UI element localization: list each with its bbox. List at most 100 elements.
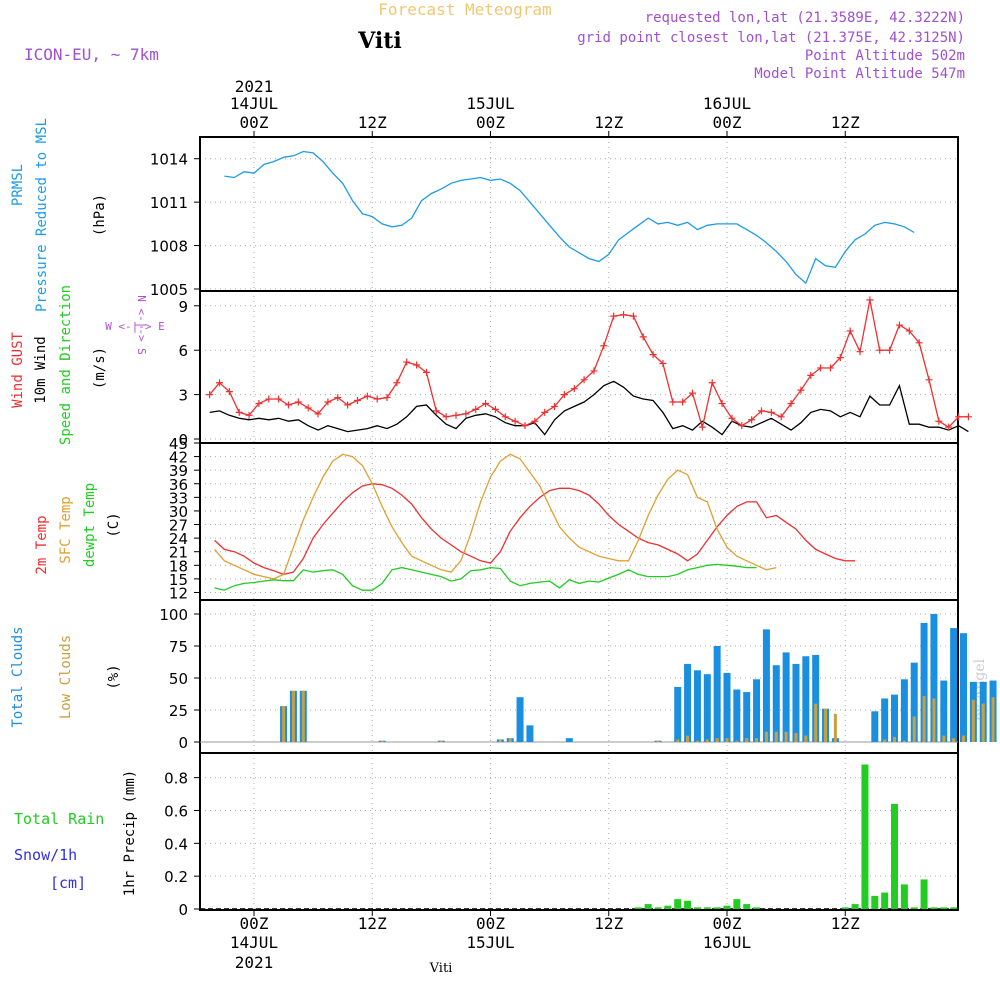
- gust-marker: [955, 413, 963, 421]
- panel-precip: 0 0.2 0.4 0.6 0.8: [164, 752, 959, 919]
- y-tick-label: 0: [178, 901, 188, 919]
- gust-marker: [570, 385, 578, 393]
- gust-marker: [531, 417, 539, 425]
- total-cloud-bar: [723, 672, 731, 742]
- low-cloud-bar: [942, 735, 946, 742]
- y-tick-label: 1005: [150, 281, 188, 299]
- gust-marker: [856, 348, 864, 356]
- footer-place: Viti: [429, 961, 453, 976]
- rain-bar: [871, 895, 879, 909]
- gust-line: [209, 299, 969, 429]
- rain-bar: [940, 907, 948, 909]
- total-cloud-bar: [930, 614, 938, 742]
- time-label-bottom: 16JUL: [703, 933, 751, 952]
- gust-marker: [679, 398, 687, 406]
- gust-marker: [935, 417, 943, 425]
- time-label-top: 00Z: [713, 113, 742, 132]
- gust-marker: [452, 411, 460, 419]
- wind10-line: [209, 380, 969, 436]
- gust-marker: [846, 327, 854, 335]
- low-cloud-bar: [952, 738, 956, 742]
- time-label-top: 12Z: [358, 113, 387, 132]
- gust-marker: [600, 342, 608, 350]
- low-cloud-bar: [784, 731, 788, 742]
- time-label-top: 16JUL: [703, 94, 751, 113]
- y-tick-label: 30: [169, 503, 188, 521]
- low-cloud-bar: [745, 738, 749, 742]
- low-cloud-bar: [301, 690, 305, 742]
- low-cloud-bar: [764, 731, 768, 742]
- total-cloud-bar: [772, 665, 780, 742]
- low-cloud-bar: [676, 739, 680, 742]
- gust-marker: [817, 364, 825, 372]
- rain-bar: [743, 904, 751, 909]
- total-cloud-bar: [703, 674, 711, 742]
- y-tick-label: 0.8: [164, 770, 188, 788]
- gust-marker: [482, 399, 490, 407]
- place-name: Viti: [357, 28, 402, 54]
- time-label-top: 12Z: [831, 113, 860, 132]
- gust-marker: [728, 414, 736, 422]
- y-tick-label: 42: [169, 449, 188, 467]
- y-tick-label: 25: [169, 702, 188, 720]
- gust-marker: [551, 402, 559, 410]
- gust-marker: [620, 311, 628, 319]
- y-tick-label: 3: [178, 387, 188, 405]
- gust-marker: [915, 339, 923, 347]
- sfc-label: SFC Temp: [58, 496, 74, 563]
- rain-bar: [950, 907, 958, 909]
- time-label-bottom: 14JUL: [230, 933, 278, 952]
- time-label-bottom: 12Z: [831, 914, 860, 933]
- gust-marker: [363, 392, 371, 400]
- low-cloud-bar: [981, 703, 985, 742]
- gust-marker: [413, 361, 421, 369]
- rain-bar: [881, 892, 889, 909]
- low-cloud-bar: [794, 733, 798, 742]
- gust-marker: [235, 408, 243, 416]
- y-tick-label: 6: [178, 342, 188, 360]
- low-clouds-label: Low Clouds: [58, 635, 74, 719]
- panel-pressure: 1005 1008 1011 1014: [150, 136, 959, 299]
- rain-bar: [910, 907, 918, 909]
- rain-bar: [644, 904, 652, 909]
- gust-marker: [836, 354, 844, 362]
- low-cloud-bar: [883, 739, 887, 742]
- gust-marker: [767, 408, 775, 416]
- gust-marker: [876, 346, 884, 354]
- gust-marker: [294, 398, 302, 406]
- gust-marker: [560, 391, 568, 399]
- dewpt-line: [214, 563, 757, 591]
- gust-marker: [748, 416, 756, 424]
- low-cloud-bar: [991, 697, 995, 742]
- low-cloud-bar: [893, 736, 897, 742]
- low-cloud-bar: [902, 740, 906, 742]
- gust-marker: [501, 413, 509, 421]
- total-cloud-bar: [792, 663, 800, 742]
- time-label-bottom: 00Z: [476, 914, 505, 933]
- y-tick-label: 36: [169, 476, 188, 494]
- gust-marker: [590, 367, 598, 375]
- gust-marker: [610, 312, 618, 320]
- y-tick-label: 39: [169, 462, 188, 480]
- panel-clouds: 0 25 50 75 100: [159, 599, 959, 754]
- total-cloud-bar: [802, 656, 810, 742]
- gust-marker: [383, 394, 391, 402]
- time-label-top: 15JUL: [466, 94, 514, 113]
- total-clouds-label: Total Clouds: [10, 626, 26, 727]
- panel-frame: [199, 442, 959, 601]
- gust-marker: [659, 360, 667, 368]
- chart-panels: 1005100810111014036912151821242730333639…: [150, 131, 997, 919]
- total-cloud-bar: [812, 654, 820, 742]
- bottom-year: 2021: [235, 953, 274, 972]
- rain-bar: [713, 907, 721, 909]
- time-label-top: 14JUL: [230, 94, 278, 113]
- model-altitude: Model Point Altitude 547m: [754, 66, 965, 82]
- compass-we: W <-|-> E: [105, 320, 165, 333]
- gust-marker: [432, 407, 440, 415]
- total-cloud-bar: [733, 689, 741, 742]
- y-tick-label: 1011: [150, 194, 188, 212]
- low-cloud-bar: [922, 695, 926, 742]
- rain-bar: [654, 907, 662, 909]
- rain-bar: [674, 899, 682, 909]
- total-cloud-bar: [920, 622, 928, 742]
